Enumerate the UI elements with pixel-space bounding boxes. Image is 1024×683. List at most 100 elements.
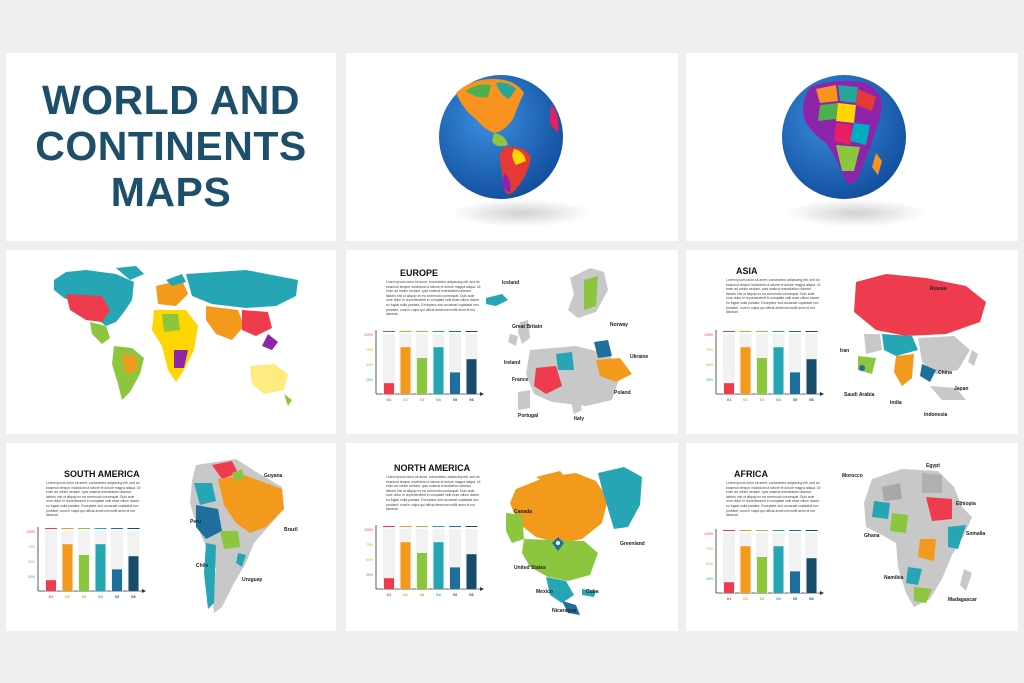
chart-bar <box>433 347 444 394</box>
country-label: Ghana <box>864 533 880 539</box>
slide-europe[interactable]: EUROPE Lorem ipsum dolor sit amet, conse… <box>346 250 678 434</box>
map-africa <box>864 469 972 607</box>
chart-x-tick: 04 <box>436 397 441 402</box>
slide-south-america[interactable]: SOUTH AMERICA Lorem ipsum dolor sit amet… <box>6 443 336 631</box>
chart-bar-cap <box>772 331 785 332</box>
country-label: Poland <box>614 390 631 396</box>
bar-chart-north-america: 100% 75% 50% 25% 01 02 03 04 05 06 <box>364 525 484 597</box>
chart-bar <box>46 580 56 591</box>
chart-bar-cap <box>416 526 428 527</box>
chart-bar <box>62 544 73 591</box>
chart-bar-track <box>383 529 395 589</box>
country-label: Italy <box>574 416 585 422</box>
country-label: Guyana <box>264 473 283 479</box>
country-label: Morocco <box>842 473 863 479</box>
chart-bar-cap <box>78 528 90 529</box>
chart-bar <box>417 553 427 589</box>
slide-title-africa: AFRICA <box>734 469 768 479</box>
chart-y-tick: 100% <box>704 333 713 337</box>
chart-y-tick: 100% <box>364 333 373 337</box>
country-label: Indonesia <box>924 412 948 418</box>
chart-x-tick: 02 <box>403 592 408 597</box>
chart-axis-arrow <box>820 591 824 595</box>
country-label: Ukraine <box>630 354 649 360</box>
chart-bar <box>740 347 751 394</box>
slide-asia[interactable]: ASIA Lorem ipsum dolor sit amet, consect… <box>686 250 1018 434</box>
lorem-paragraph: Lorem ipsum dolor sit amet, consectetur … <box>386 475 481 512</box>
country-label: Namibia <box>884 575 904 581</box>
chart-x-tick: 06 <box>131 594 136 599</box>
chart-bar <box>790 372 800 394</box>
chart-bar <box>417 358 427 394</box>
title-line: CONTINENTS <box>35 123 307 169</box>
title-line: MAPS <box>110 169 232 215</box>
chart-bar-cap <box>127 528 140 529</box>
chart-bar <box>466 359 477 394</box>
bar-chart-south-america: 100% 75% 50% 25% 01 02 03 04 05 06 <box>26 527 146 599</box>
chart-x-tick: 01 <box>387 592 392 597</box>
chart-x-tick: 05 <box>793 397 798 402</box>
chart-x-tick: 03 <box>420 592 425 597</box>
country-label: Ethiopia <box>956 501 976 507</box>
chart-x-tick: 02 <box>743 596 748 601</box>
country-label: Cuba <box>586 589 599 595</box>
country-label: Peru <box>190 519 202 525</box>
chart-bar <box>433 542 444 589</box>
chart-x-tick: 05 <box>453 397 458 402</box>
chart-x-tick: 05 <box>793 596 798 601</box>
slide-globe-africa[interactable] <box>686 53 1018 241</box>
chart-bar-cap <box>805 331 818 332</box>
chart-axis-arrow <box>480 392 484 396</box>
lorem-paragraph: Lorem ipsum dolor sit amet, consectetur … <box>726 278 821 315</box>
chart-bar-cap <box>432 526 445 527</box>
chart-bar-cap <box>756 331 768 332</box>
slide-north-america[interactable]: NORTH AMERICA Lorem ipsum dolor sit amet… <box>346 443 678 631</box>
slide-title-asia: ASIA <box>736 266 758 276</box>
globe-americas-graphic <box>439 75 591 227</box>
chart-y-tick: 50% <box>366 363 373 367</box>
map-asia <box>854 274 986 400</box>
country-label: Egypt <box>926 463 940 469</box>
country-label: Mexico <box>536 589 553 595</box>
country-label: Russia <box>930 286 947 292</box>
chart-x-tick: 05 <box>453 592 458 597</box>
chart-bar <box>128 556 139 591</box>
slide-globe-americas[interactable] <box>346 53 678 241</box>
chart-y-tick: 25% <box>28 575 35 579</box>
chart-bar <box>757 358 767 394</box>
slide-world-map[interactable] <box>6 250 336 434</box>
country-label: Canada <box>514 509 533 515</box>
chart-x-tick: 06 <box>469 592 474 597</box>
chart-x-tick: 01 <box>49 594 54 599</box>
chart-bar-cap <box>805 530 818 531</box>
chart-bar-cap <box>739 331 752 332</box>
chart-axis-arrow <box>480 587 484 591</box>
chart-bar <box>384 578 394 589</box>
chart-bar <box>112 569 122 591</box>
chart-y-tick: 100% <box>364 528 373 532</box>
chart-bar <box>773 546 784 593</box>
chart-bar-cap <box>94 528 107 529</box>
chart-bar-cap <box>789 530 801 531</box>
chart-bar <box>724 582 734 593</box>
country-label: Norway <box>610 322 629 328</box>
globe-africa-graphic <box>782 75 926 227</box>
bar-chart-africa: 100% 75% 50% 25% 01 02 03 04 05 06 <box>704 529 824 601</box>
chart-y-tick: 75% <box>366 348 373 352</box>
chart-x-tick: 03 <box>420 397 425 402</box>
country-label: Portugal <box>518 413 539 419</box>
chart-bar-cap <box>111 528 123 529</box>
chart-bar <box>95 544 106 591</box>
chart-bar <box>450 372 460 394</box>
chart-x-tick: 04 <box>98 594 103 599</box>
chart-bar-cap <box>399 526 412 527</box>
slide-africa[interactable]: AFRICA Lorem ipsum dolor sit amet, conse… <box>686 443 1018 631</box>
chart-y-tick: 75% <box>706 547 713 551</box>
chart-bar-cap <box>61 528 74 529</box>
lorem-paragraph: Lorem ipsum dolor sit amet, consectetur … <box>386 280 481 317</box>
country-label: Greenland <box>620 541 645 547</box>
country-label: Ireland <box>504 360 521 366</box>
chart-axis-arrow <box>142 589 146 593</box>
country-label: Brazil <box>284 527 298 533</box>
slide-title[interactable]: WORLD AND CONTINENTS MAPS <box>6 53 336 241</box>
